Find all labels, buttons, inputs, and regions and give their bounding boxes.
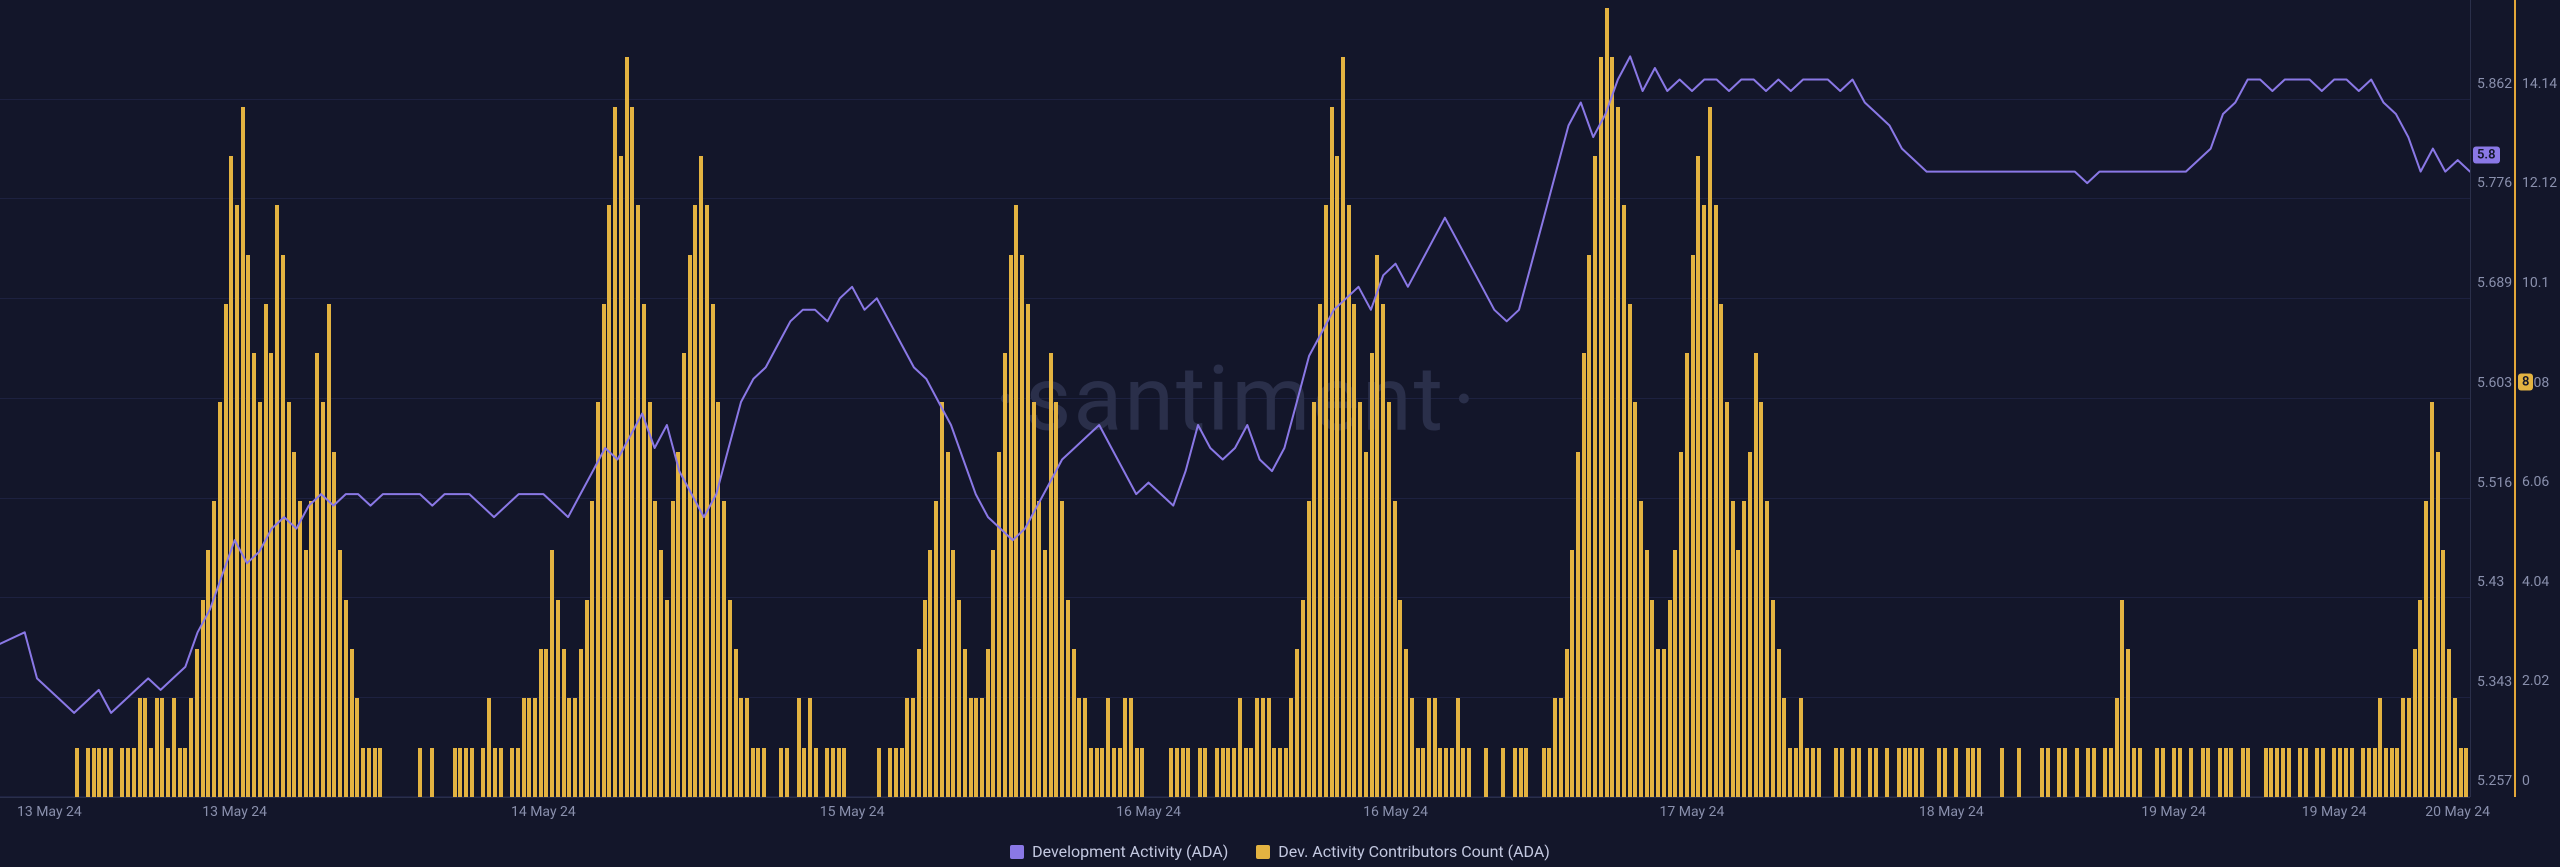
legend-item-contributors[interactable]: Dev. Activity Contributors Count (ADA) (1256, 842, 1550, 861)
y-right-current-badge: 8 (2518, 373, 2533, 390)
x-axis: 13 May 24 13 May 24 14 May 24 15 May 24 16 M… (0, 797, 2470, 827)
line-series (0, 0, 2470, 797)
legend-item-dev-activity[interactable]: Development Activity (ADA) (1010, 842, 1228, 861)
legend-swatch-dev-activity (1010, 845, 1024, 859)
y-right-tick: 2.02 (2522, 673, 2549, 689)
y-right-tick: 14.14 (2522, 76, 2557, 92)
x-tick: 14 May 24 (511, 804, 576, 820)
chart-container: santiment 5.9495.8625.7765.6895.6035.516… (0, 0, 2560, 867)
x-tick: 18 May 24 (1919, 804, 1984, 820)
y-right-tick: 4.04 (2522, 574, 2549, 590)
y-left-tick: 5.862 (2477, 76, 2512, 92)
x-tick: 13 May 24 (202, 804, 267, 820)
y-left-tick: 5.603 (2477, 375, 2512, 391)
x-tick: 19 May 24 (2302, 804, 2367, 820)
x-tick: 13 May 24 (17, 804, 82, 820)
y-left-tick: 5.257 (2477, 773, 2512, 789)
x-tick: 16 May 24 (1363, 804, 1428, 820)
legend-label-dev-activity: Development Activity (ADA) (1032, 842, 1228, 861)
legend-label-contributors: Dev. Activity Contributors Count (ADA) (1278, 842, 1550, 861)
x-tick: 15 May 24 (820, 804, 885, 820)
y-right-tick: 10.1 (2522, 275, 2549, 291)
y-right-tick: 12.12 (2522, 175, 2557, 191)
y-right-tick: 6.06 (2522, 474, 2549, 490)
y-left-tick: 5.343 (2477, 674, 2512, 690)
y-right-tick: 0 (2522, 773, 2530, 789)
legend: Development Activity (ADA) Dev. Activity… (0, 842, 2560, 861)
y-axis-left: 5.9495.8625.7765.6895.6035.5165.435.3435… (2470, 0, 2514, 797)
y-left-tick: 5.689 (2477, 275, 2512, 291)
y-left-tick: 5.776 (2477, 175, 2512, 191)
y-left-tick: 5.43 (2477, 574, 2504, 590)
plot-area: santiment (0, 0, 2470, 797)
x-tick: 17 May 24 (1660, 804, 1725, 820)
y-left-current-badge: 5.8 (2473, 146, 2500, 163)
dev-activity-line (0, 56, 2470, 713)
legend-swatch-contributors (1256, 845, 1270, 859)
x-tick: 20 May 24 (2425, 804, 2490, 820)
x-tick: 19 May 24 (2141, 804, 2206, 820)
y-axis-right: 16.1614.1412.1210.18.086.064.042.0208 (2514, 0, 2558, 797)
y-left-tick: 5.516 (2477, 475, 2512, 491)
x-tick: 16 May 24 (1116, 804, 1181, 820)
